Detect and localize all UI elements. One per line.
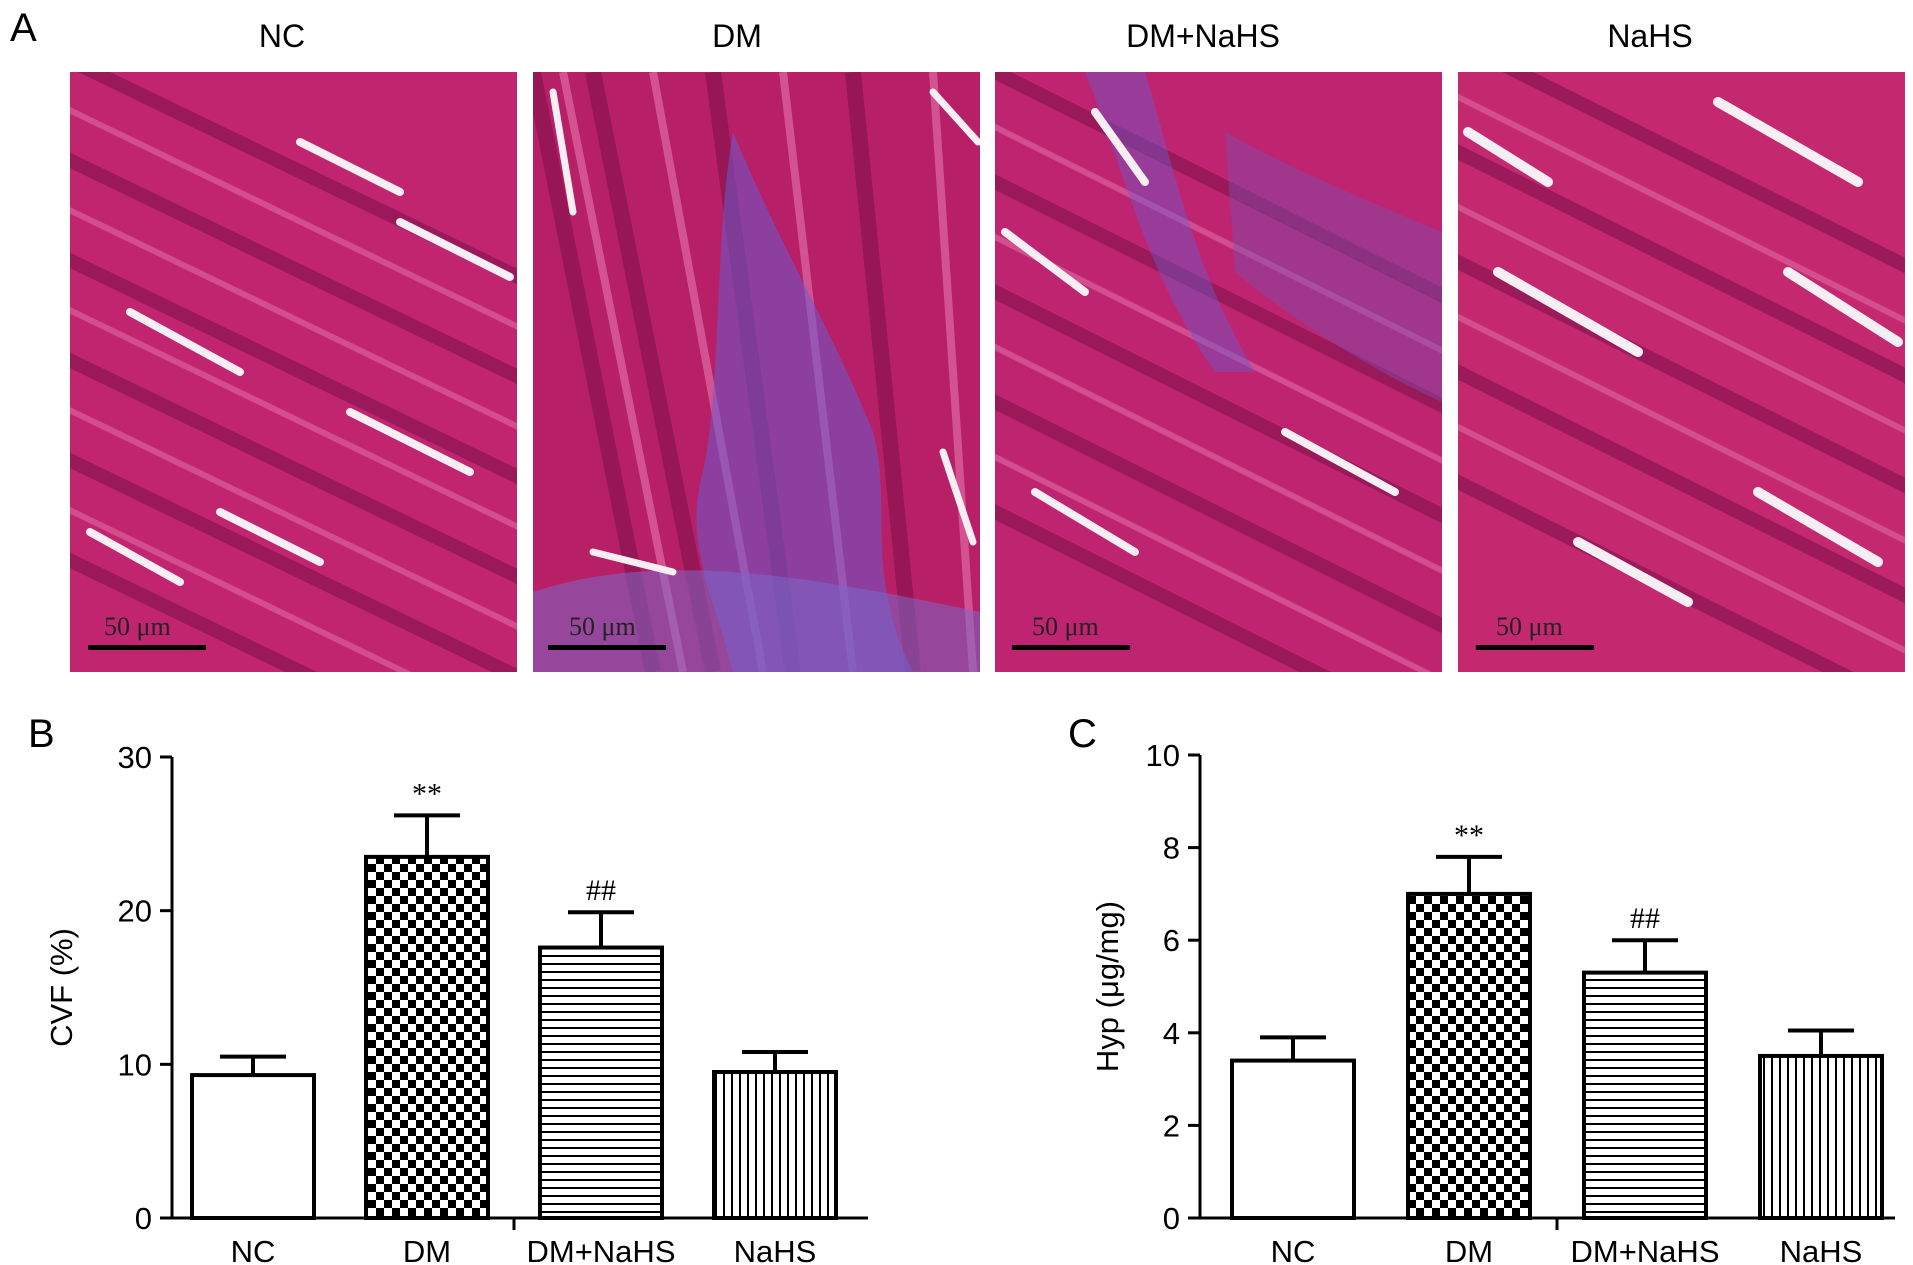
scale-label-dm: 50 μm [569,612,636,641]
hyp-y-axis-label: Hyp (μg/mg) [1090,901,1125,1072]
panel-label-a: A [10,6,37,50]
micrograph-title-dm: DM [712,18,762,54]
micrograph-dm-nahs [995,72,1442,672]
scale-bar-dm [548,645,666,650]
hyp-category-label: DM [1445,1234,1493,1265]
cvf-y-tick-label: 0 [135,1201,152,1236]
micrograph-nahs-image [1458,72,1905,672]
hyp-bar-3 [1758,1053,1884,1220]
micrograph-nc-image [70,72,517,672]
cvf-y-tick-label: 30 [118,740,152,775]
cvf-significance: ** [412,777,442,810]
hyp-y-tick-label: 6 [1163,923,1180,958]
hyp-category-label: NC [1271,1234,1316,1265]
hyp-bar-2 [1582,970,1708,1220]
hyp-category-label: NaHS [1780,1234,1863,1265]
panel-label-c: C [1068,712,1097,756]
hyp-bar-0 [1230,1058,1356,1220]
cvf-bar-0 [190,1073,316,1220]
cvf-bar-3 [712,1070,838,1221]
cvf-category-label: DM+NaHS [526,1234,675,1265]
hyp-y-tick-label: 8 [1163,831,1180,866]
hyp-y-tick-label: 2 [1163,1108,1180,1143]
micrograph-dm [533,72,980,672]
scale-label-dm-nahs: 50 μm [1032,612,1099,641]
micrograph-nahs [1458,72,1905,672]
hyp-category-label: DM+NaHS [1570,1234,1719,1265]
scale-label-nc: 50 μm [104,612,171,641]
micrograph-dm-nahs-image [995,72,1442,672]
cvf-y-axis-label: CVF (%) [44,928,79,1047]
hyp-y-tick-label: 4 [1163,1016,1180,1051]
hyp-bar-1 [1406,891,1532,1221]
panel-label-b: B [28,712,55,756]
cvf-bar-1 [364,854,490,1221]
micrograph-title-nahs: NaHS [1607,18,1693,54]
hyp-significance: ** [1454,819,1484,852]
cvf-bar-2 [538,945,664,1221]
micrograph-title-nc: NC [258,18,306,54]
cvf-category-label: NaHS [734,1234,817,1265]
cvf-y-tick-label: 20 [118,894,152,929]
hyp-significance: ## [1630,902,1660,935]
cvf-y-tick-label: 10 [118,1047,152,1082]
scale-bar-nc [88,645,206,650]
hyp-y-tick-label: 0 [1163,1201,1180,1236]
scale-label-nahs: 50 μm [1496,612,1563,641]
cvf-significance: ## [586,874,616,907]
micrograph-nc [70,72,517,672]
micrograph-title-dm-nahs: DM+NaHS [1126,18,1280,54]
scale-bar-dm-nahs [1012,645,1130,650]
chart-cvf: 0 10 20 30 CVF (%) NC DM ** DM+NaHS ## NaHS [44,740,868,1265]
chart-hyp: 0 2 4 6 8 10 Hyp (μg/mg) NC DM ** DM+NaHS ## NaHS [1090,738,1895,1265]
scale-bar-nahs [1476,645,1594,650]
micrograph-dm-image [533,72,980,672]
hyp-y-tick-label: 10 [1146,738,1180,773]
cvf-category-label: DM [403,1234,451,1265]
cvf-category-label: NC [231,1234,276,1265]
